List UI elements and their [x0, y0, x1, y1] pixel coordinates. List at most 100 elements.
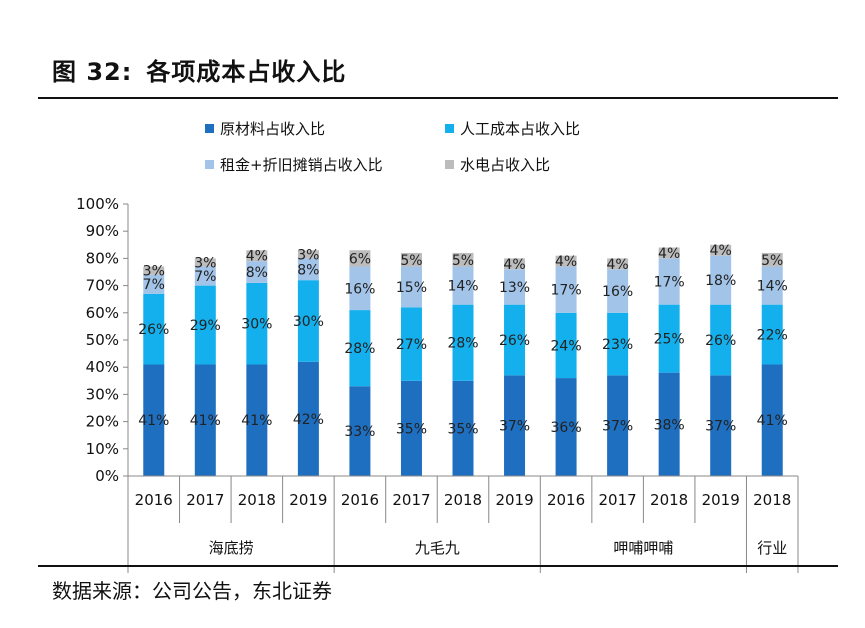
data-label: 3%: [143, 264, 165, 280]
legend-label: 人工成本占收入比: [460, 120, 581, 138]
data-label: 30%: [293, 314, 324, 330]
data-label: 7%: [194, 269, 216, 285]
data-label: 41%: [190, 413, 221, 429]
figure-title-text: 各项成本占收入比: [146, 58, 347, 86]
group-label: 行业: [757, 539, 787, 557]
x-tick-label: 2019: [702, 491, 740, 509]
bar-segment: [710, 304, 732, 376]
data-label: 42%: [293, 412, 324, 428]
x-tick-label: 2018: [753, 491, 791, 509]
data-label: 17%: [654, 275, 685, 291]
bar-segment: [194, 364, 216, 476]
bar-segment: [710, 375, 732, 476]
data-label: 5%: [400, 253, 422, 269]
bar-segment: [761, 364, 783, 476]
data-label: 26%: [499, 333, 530, 349]
bar-segment: [607, 375, 629, 476]
x-tick-label: 2017: [392, 491, 430, 509]
bar-segment: [143, 266, 165, 275]
source-note: 数据来源：公司公告，东北证券: [52, 579, 332, 603]
bar-segment: [607, 269, 629, 313]
legend-swatch: [445, 160, 454, 169]
data-label: 28%: [447, 336, 478, 352]
group-label: 九毛九: [415, 539, 460, 557]
data-label: 36%: [551, 420, 582, 436]
bar-segment: [504, 375, 526, 476]
y-tick-label: 100%: [76, 195, 119, 213]
data-label: 24%: [551, 338, 582, 354]
bar-segment: [504, 304, 526, 376]
x-tick-label: 2019: [289, 491, 327, 509]
data-label: 4%: [246, 249, 268, 265]
legend-label: 原材料占收入比: [220, 120, 326, 138]
y-tick-label: 60%: [86, 304, 119, 322]
bar-segment: [297, 280, 319, 362]
bar-segment: [194, 285, 216, 365]
bar-segment: [297, 361, 319, 476]
data-label: 18%: [705, 273, 736, 289]
data-label: 4%: [710, 243, 732, 259]
data-label: 35%: [396, 421, 427, 437]
legend-label: 租金+折旧摊销占收入比: [220, 156, 383, 174]
x-tick-label: 2018: [650, 491, 688, 509]
y-tick-label: 10%: [86, 440, 119, 458]
y-tick-label: 90%: [86, 222, 119, 240]
data-label: 3%: [297, 247, 319, 263]
data-label: 5%: [761, 253, 783, 269]
legend-swatch: [205, 124, 214, 133]
y-tick-label: 50%: [86, 331, 119, 349]
bar-segment: [658, 247, 680, 259]
bar-segment: [349, 386, 371, 476]
group-label: 海底捞: [209, 539, 254, 557]
bar-segment: [246, 282, 268, 365]
bar-segment: [504, 258, 526, 270]
x-tick-label: 2018: [444, 491, 482, 509]
bar-segment: [555, 255, 577, 267]
data-label: 26%: [138, 322, 169, 338]
bar-segment: [555, 266, 577, 313]
bar-segment: [349, 266, 371, 311]
bar-segment: [400, 252, 422, 267]
legend-label: 水电占收入比: [460, 156, 551, 174]
bar-segment: [761, 266, 783, 305]
data-label: 16%: [344, 281, 375, 297]
bottom-rule: [38, 565, 838, 567]
data-label: 8%: [297, 262, 319, 278]
bar-segment: [555, 312, 577, 379]
data-label: 5%: [452, 253, 474, 269]
x-tick-label: 2019: [495, 491, 533, 509]
bar-segment: [710, 255, 732, 305]
x-tick-label: 2017: [599, 491, 637, 509]
data-label: 14%: [447, 279, 478, 295]
data-label: 29%: [190, 318, 221, 334]
bar-segment: [143, 364, 165, 476]
data-label: 7%: [143, 277, 165, 293]
bar-segment: [658, 304, 680, 373]
bar-segment: [349, 250, 371, 267]
figure-title: 图 32: 各项成本占收入比: [52, 52, 360, 87]
data-label: 38%: [654, 417, 685, 433]
y-tick-label: 40%: [86, 358, 119, 376]
y-tick-label: 20%: [86, 413, 119, 431]
figure-number: 图 32:: [52, 58, 133, 86]
data-label: 3%: [194, 255, 216, 271]
data-label: 6%: [349, 251, 371, 267]
data-label: 33%: [344, 424, 375, 440]
bar-segment: [452, 304, 474, 381]
data-label: 17%: [551, 283, 582, 299]
data-label: 4%: [555, 254, 577, 270]
bar-segment: [658, 372, 680, 476]
data-label: 41%: [757, 413, 788, 429]
bar-segment: [452, 380, 474, 476]
chart-legend: 原材料占收入比 人工成本占收入比 租金+折旧摊销占收入比 水电占收入比: [205, 118, 725, 180]
bar-segment: [400, 266, 422, 308]
bar-segment: [607, 258, 629, 270]
data-label: 41%: [241, 413, 272, 429]
data-label: 15%: [396, 280, 427, 296]
x-tick-label: 2018: [238, 491, 276, 509]
legend-item-rent: 租金+折旧摊销占收入比: [205, 154, 383, 175]
data-label: 16%: [602, 284, 633, 300]
bar-segment: [297, 258, 319, 281]
bar-segment: [194, 258, 216, 267]
